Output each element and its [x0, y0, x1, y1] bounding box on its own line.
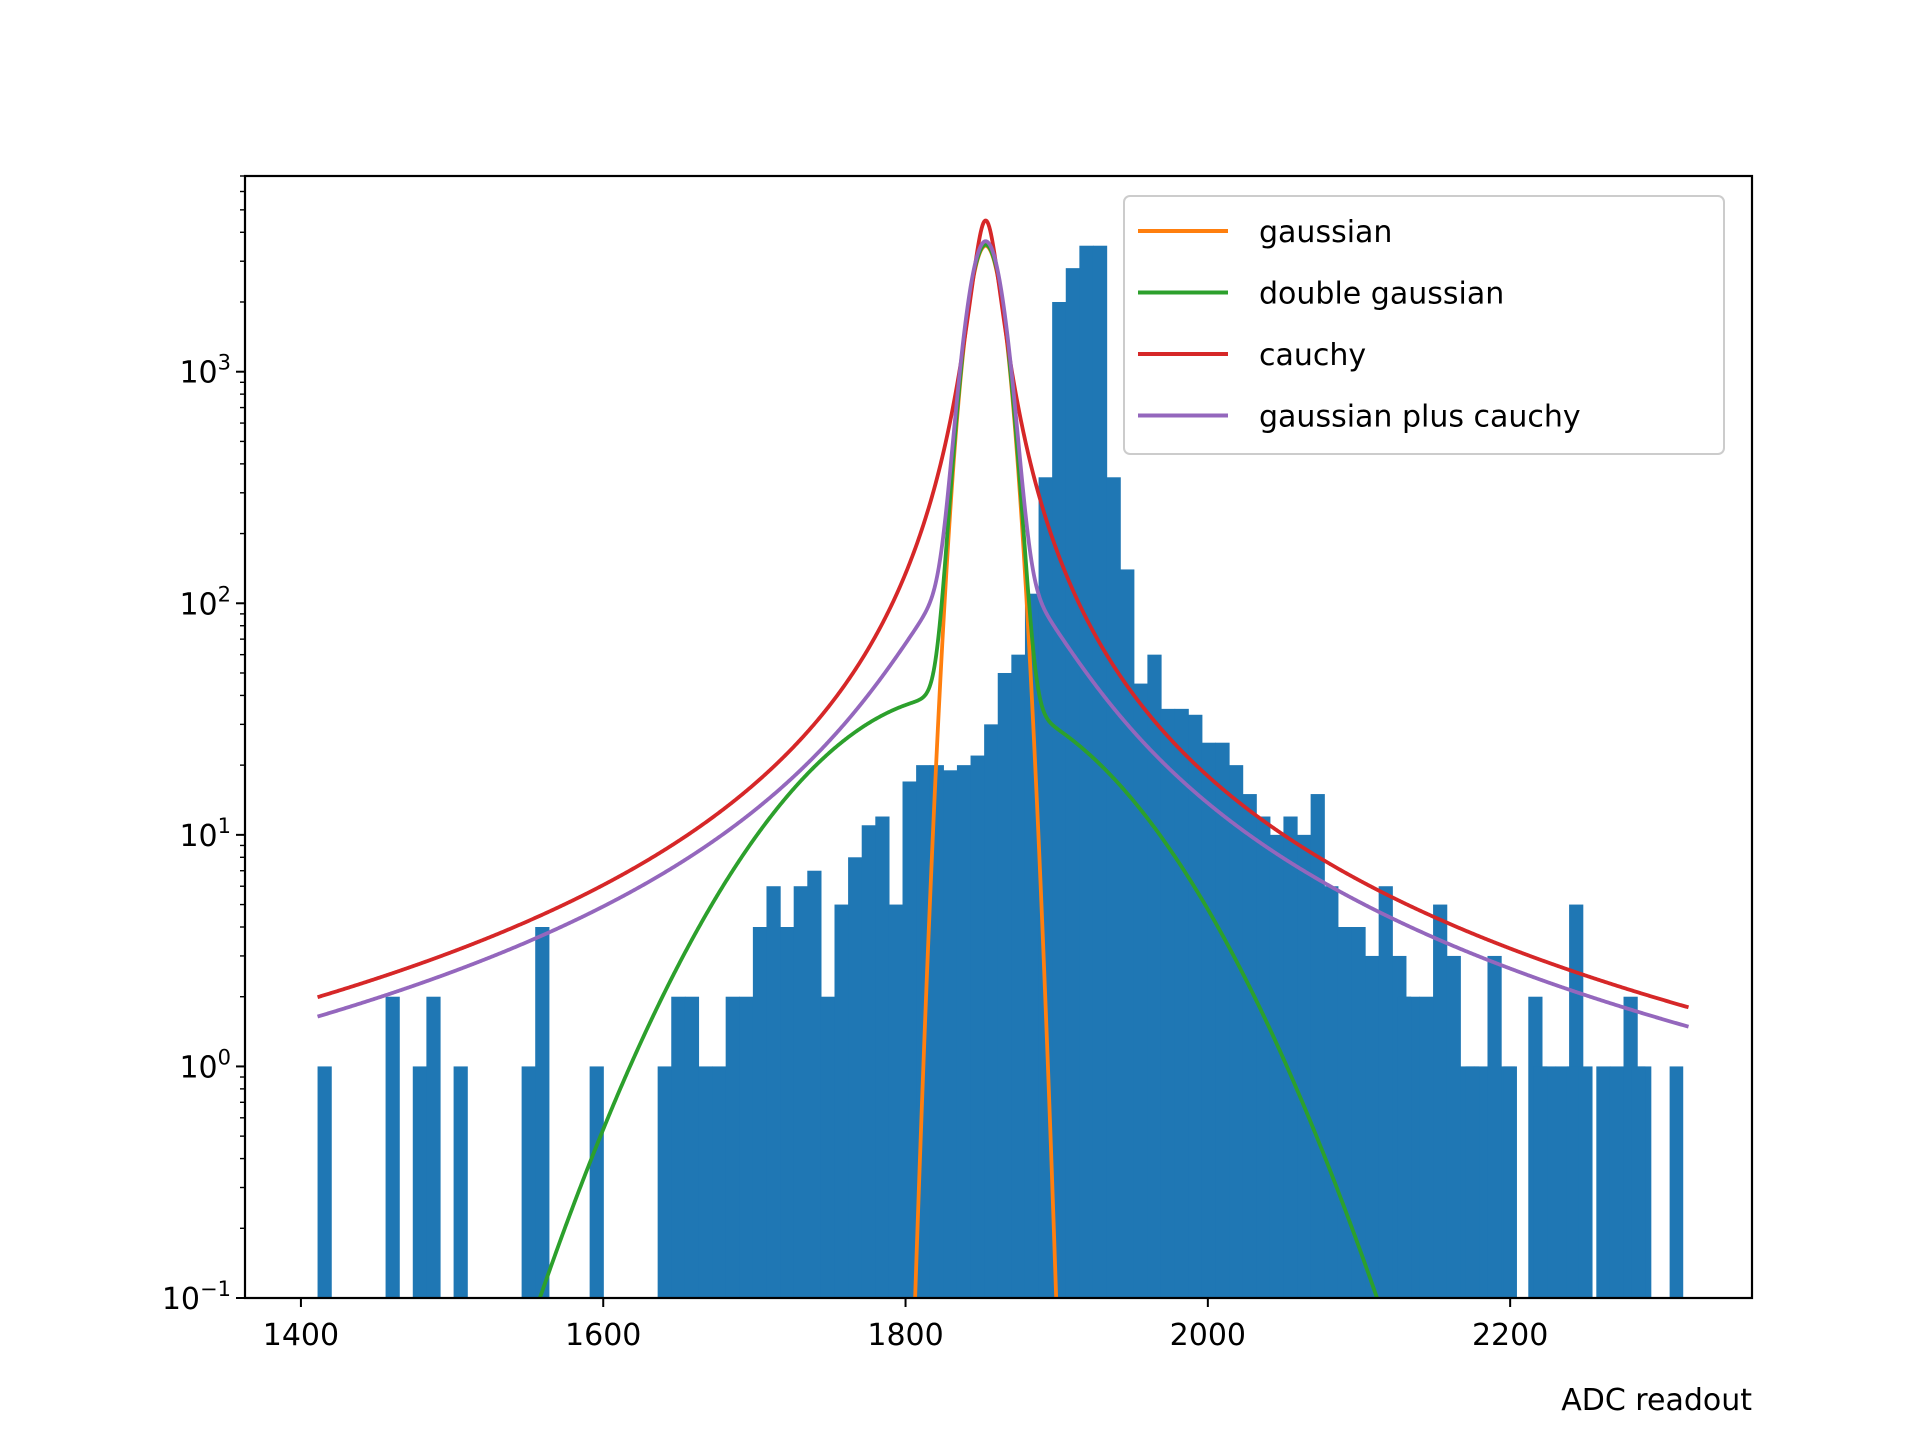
fit-curve-gaussian-plus-cauchy [316, 239, 1690, 1029]
y-tick-label: 102 [179, 582, 231, 622]
histogram-bar [521, 1066, 536, 1298]
histogram-bar [1351, 927, 1366, 1298]
histogram-bar [412, 1066, 427, 1298]
histogram-bar [739, 996, 754, 1298]
histogram-bar [984, 724, 999, 1298]
y-tick-label: 100 [179, 1045, 231, 1085]
axes-frame [243, 174, 1754, 1300]
histogram-bar [385, 996, 400, 1298]
histogram-bar [970, 755, 985, 1298]
histogram-bar [1215, 742, 1230, 1298]
histogram-bar [1669, 1066, 1684, 1298]
x-tick-label: 1400 [263, 1318, 339, 1353]
histogram-bar [943, 770, 958, 1298]
y-tick-label: 103 [179, 351, 231, 391]
histogram-bar [848, 857, 863, 1298]
histogram-bar [535, 927, 550, 1298]
histogram-bar [1365, 955, 1380, 1298]
histogram-bar [861, 825, 876, 1298]
histogram-bar [1446, 955, 1461, 1298]
histogram-bar [1465, 1066, 1480, 1298]
x-tick-label: 1600 [565, 1318, 641, 1353]
histogram-bar [834, 904, 849, 1298]
histogram-bar [956, 765, 972, 1298]
legend-label: gaussian [1259, 215, 1392, 250]
y-tick-label: 101 [179, 814, 231, 854]
histogram-bar [1120, 569, 1135, 1298]
x-axis-label: ADC readout [1561, 1383, 1752, 1418]
histogram-bar [1609, 1066, 1625, 1298]
histogram-bar [589, 1066, 604, 1298]
histogram-bar [793, 886, 808, 1298]
histogram-bar [1533, 1066, 1548, 1298]
histogram-bar [725, 996, 740, 1298]
histogram-bar [820, 996, 836, 1298]
x-axis-ticks: 1400 1600 1800 2000 2200 [263, 1298, 1548, 1353]
histogram-bar [1242, 794, 1257, 1298]
histogram-bar [1324, 886, 1339, 1298]
legend-label: gaussian plus cauchy [1259, 400, 1581, 435]
histogram-bar [1487, 955, 1502, 1298]
histogram-bar [766, 886, 781, 1298]
histogram-bar [1269, 834, 1285, 1298]
histogram-bar [1079, 245, 1094, 1298]
legend-label: double gaussian [1259, 277, 1504, 312]
legend-label: cauchy [1259, 338, 1366, 373]
histogram-bar [888, 904, 904, 1298]
histogram-bar [1174, 708, 1189, 1298]
histogram-bar [997, 672, 1012, 1298]
histogram-bar [875, 816, 890, 1298]
histogram-bars [317, 245, 1684, 1298]
histogram-bar [1297, 834, 1312, 1298]
y-axis-ticks: 10−1 100 101 102 103 [162, 175, 245, 1317]
fit-curves [316, 218, 1690, 1298]
histogram-bar [902, 781, 917, 1298]
histogram-bar [1256, 816, 1271, 1298]
histogram-bar [1555, 1066, 1570, 1298]
histogram-bar [1052, 301, 1067, 1298]
histogram-bar [1596, 1066, 1611, 1298]
histogram-bar [1433, 904, 1448, 1298]
histogram-bar [1283, 816, 1298, 1298]
histogram-bar [1419, 996, 1434, 1298]
histogram-bar [1378, 886, 1393, 1298]
histogram-bar [752, 927, 768, 1298]
histogram-bar [1503, 1066, 1517, 1298]
histogram-bar [453, 1066, 468, 1298]
legend: gaussian double gaussian cauchy gaussian pl… [1123, 195, 1725, 455]
x-tick-label: 2200 [1472, 1318, 1548, 1353]
histogram-bar [1229, 765, 1244, 1298]
histogram-bar [1160, 708, 1176, 1298]
histogram-bar [712, 1066, 727, 1298]
histogram-bar [1201, 742, 1217, 1298]
histogram-bar [671, 996, 686, 1298]
histogram-bar [698, 1066, 713, 1298]
histogram-bar [1631, 1066, 1646, 1298]
histogram-bar [1133, 683, 1148, 1298]
histogram-bar [426, 996, 441, 1298]
histogram-bar [1310, 794, 1325, 1298]
histogram-bar [807, 870, 822, 1298]
x-tick-label: 1800 [867, 1318, 943, 1353]
histogram-bar [929, 765, 944, 1298]
histogram-bar [1578, 1066, 1593, 1298]
histogram-bar [1337, 927, 1353, 1298]
histogram-bar [1092, 245, 1108, 1298]
histogram-bar [317, 1066, 332, 1298]
histogram-bar [1188, 714, 1203, 1298]
histogram-bar [684, 996, 700, 1298]
histogram-bar [1397, 996, 1412, 1298]
histogram-bar [657, 1066, 672, 1298]
histogram-bar [1011, 654, 1026, 1298]
x-tick-label: 2000 [1170, 1318, 1246, 1353]
legend-box [1123, 195, 1725, 455]
histogram-bar [1065, 268, 1080, 1298]
histogram-bar [1106, 477, 1121, 1298]
histogram-bar [1566, 1066, 1581, 1298]
y-tick-label: 10−1 [162, 1277, 231, 1317]
histogram-bar [1147, 654, 1162, 1298]
histogram-bar [780, 927, 795, 1298]
